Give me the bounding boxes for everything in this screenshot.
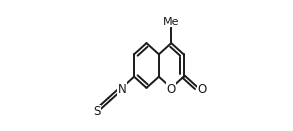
Text: Me: Me [163,17,180,27]
Text: N: N [117,83,126,96]
Text: S: S [93,105,101,118]
Text: O: O [197,83,206,96]
Text: O: O [167,83,176,96]
